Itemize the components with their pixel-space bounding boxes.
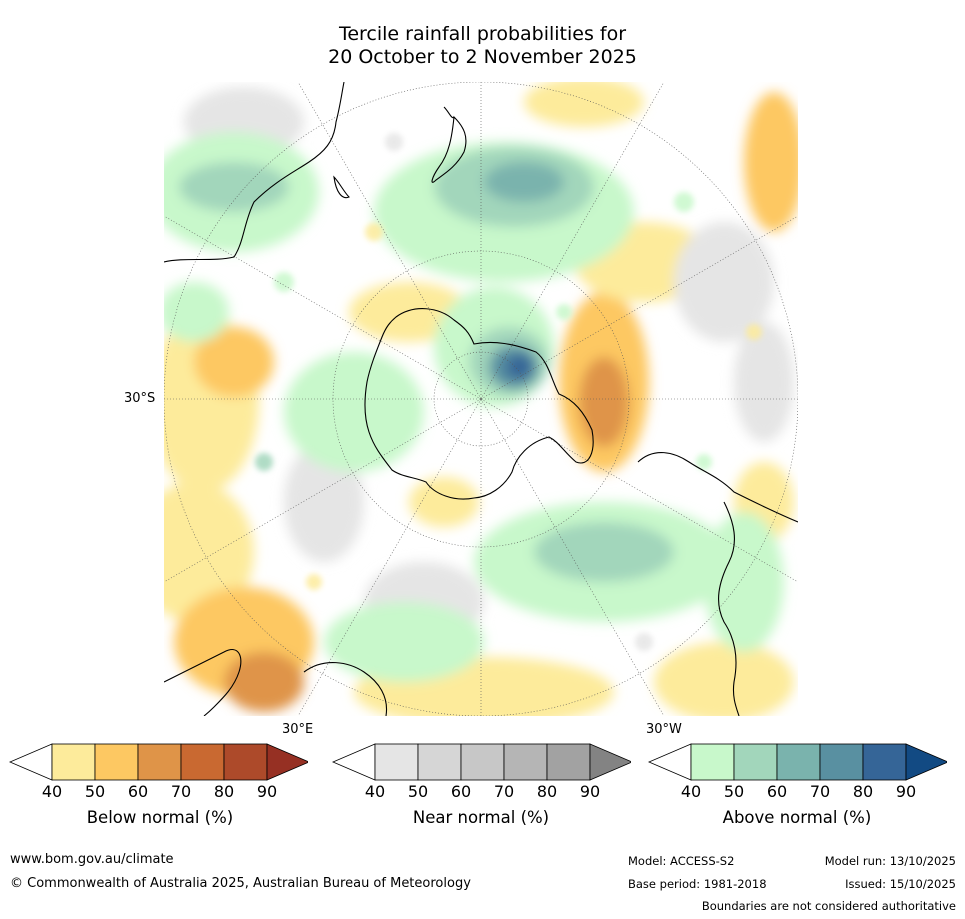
map-title-line-2: 20 October to 2 November 2025 bbox=[328, 46, 637, 68]
colorbar-segment bbox=[733, 743, 778, 781]
issued-date: Issued: 15/10/2025 bbox=[845, 877, 956, 891]
model-run-date: Model run: 13/10/2025 bbox=[824, 854, 956, 868]
longitude-label-30w: 30°W bbox=[646, 722, 682, 737]
colorbar-segment bbox=[819, 743, 864, 781]
map-title-line-1: Tercile rainfall probabilities for bbox=[338, 23, 627, 45]
colorbar-max-extension bbox=[266, 743, 308, 781]
antarctica-coastline bbox=[364, 308, 594, 500]
colorbar-tick-label: 50 bbox=[407, 782, 429, 801]
colorbar-segment bbox=[94, 743, 139, 781]
colorbar-tick-label: 40 bbox=[41, 782, 63, 801]
colorbar-tick-label: 80 bbox=[536, 782, 558, 801]
colorbar-max-extension bbox=[589, 743, 631, 781]
colorbar-segment bbox=[137, 743, 182, 781]
probability-speckle bbox=[255, 133, 762, 651]
colorbar-segment bbox=[776, 743, 821, 781]
colorbar-tick-label: 50 bbox=[84, 782, 106, 801]
colorbar-segment bbox=[460, 743, 505, 781]
website-link[interactable]: www.bom.gov.au/climate bbox=[10, 852, 174, 867]
colorbar-segment bbox=[862, 743, 907, 781]
colorbar-label-near: Near normal (%) bbox=[412, 808, 550, 827]
probability-field bbox=[164, 82, 798, 716]
colorbar-tick-label: 90 bbox=[256, 782, 278, 801]
copyright-text: © Commonwealth of Australia 2025, Austra… bbox=[10, 876, 471, 891]
colorbar-tick-label: 70 bbox=[809, 782, 831, 801]
model-name: Model: ACCESS-S2 bbox=[628, 854, 735, 868]
colorbar-tick-label: 60 bbox=[127, 782, 149, 801]
boundaries-disclaimer: Boundaries are not considered authoritat… bbox=[701, 899, 956, 913]
colorbar-max-extension bbox=[905, 743, 947, 781]
colorbar-segment bbox=[417, 743, 462, 781]
colorbar-tick-label: 70 bbox=[170, 782, 192, 801]
new-zealand-coastline bbox=[431, 115, 467, 183]
colorbar-tick-label: 60 bbox=[766, 782, 788, 801]
colorbar-segment bbox=[180, 743, 225, 781]
south-america-coastline bbox=[637, 452, 798, 523]
colorbar-segment bbox=[51, 743, 96, 781]
colorbar-near-normal bbox=[331, 743, 631, 781]
colorbar-min-extension bbox=[647, 743, 692, 781]
colorbar-tick-label: 50 bbox=[723, 782, 745, 801]
colorbar-segment bbox=[546, 743, 591, 781]
colorbar-below-normal bbox=[8, 743, 308, 781]
latitude-label-30s: 30°S bbox=[124, 391, 156, 406]
colorbar-tick-label: 90 bbox=[895, 782, 917, 801]
colorbar-min-extension bbox=[331, 743, 376, 781]
colorbar-tick-label: 60 bbox=[450, 782, 472, 801]
colorbar-tick-label: 80 bbox=[852, 782, 874, 801]
colorbar-segment bbox=[223, 743, 268, 781]
colorbar-tick-label: 40 bbox=[364, 782, 386, 801]
coastlines bbox=[164, 82, 798, 716]
colorbar-segment bbox=[503, 743, 548, 781]
longitude-label-30e: 30°E bbox=[282, 722, 314, 737]
colorbar-label-above: Above normal (%) bbox=[722, 808, 872, 827]
colorbar-segment bbox=[690, 743, 735, 781]
base-period: Base period: 1981-2018 bbox=[628, 877, 767, 891]
colorbar-tick-label: 70 bbox=[493, 782, 515, 801]
rainfall-probability-map bbox=[164, 82, 798, 716]
colorbar-tick-label: 40 bbox=[680, 782, 702, 801]
colorbar-min-extension bbox=[8, 743, 53, 781]
colorbar-tick-label: 80 bbox=[213, 782, 235, 801]
africa-coastline bbox=[164, 649, 242, 716]
colorbar-tick-label: 90 bbox=[579, 782, 601, 801]
colorbar-label-below: Below normal (%) bbox=[86, 808, 234, 827]
graticule bbox=[164, 82, 798, 716]
colorbar-above-normal bbox=[647, 743, 947, 781]
colorbar-segment bbox=[374, 743, 419, 781]
australia-coastline bbox=[164, 82, 345, 263]
